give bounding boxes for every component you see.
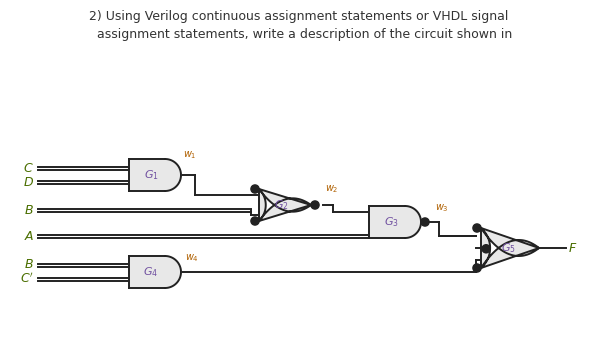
Text: $A$: $A$ <box>23 229 34 243</box>
Circle shape <box>251 217 259 225</box>
Text: $G_4$: $G_4$ <box>143 265 159 279</box>
Text: $w_1$: $w_1$ <box>183 149 196 161</box>
Text: $C'$: $C'$ <box>20 272 34 286</box>
Circle shape <box>421 218 429 226</box>
Text: $w_3$: $w_3$ <box>435 202 449 214</box>
Text: $w_4$: $w_4$ <box>185 252 199 264</box>
Text: $D$: $D$ <box>23 176 34 188</box>
Circle shape <box>251 185 259 193</box>
Text: $w_2$: $w_2$ <box>325 183 338 195</box>
Circle shape <box>311 201 319 209</box>
Circle shape <box>473 264 481 272</box>
Text: $G_1$: $G_1$ <box>144 168 158 182</box>
Text: $G_3$: $G_3$ <box>383 215 398 229</box>
Polygon shape <box>259 189 311 221</box>
Text: $G_5$: $G_5$ <box>501 241 515 255</box>
Polygon shape <box>369 206 421 238</box>
Text: $B$: $B$ <box>24 259 34 271</box>
Text: $C$: $C$ <box>23 161 34 175</box>
Circle shape <box>473 224 481 232</box>
Polygon shape <box>129 159 181 191</box>
Polygon shape <box>481 228 539 268</box>
Text: assignment statements, write a description of the circuit shown in: assignment statements, write a descripti… <box>86 28 513 41</box>
Circle shape <box>482 245 490 253</box>
Text: 2) Using Verilog continuous assignment statements or VHDL signal: 2) Using Verilog continuous assignment s… <box>89 10 509 23</box>
Text: $B$: $B$ <box>24 203 34 217</box>
Text: $G_2$: $G_2$ <box>274 198 288 212</box>
Polygon shape <box>129 256 181 288</box>
Text: $F$: $F$ <box>568 242 577 254</box>
